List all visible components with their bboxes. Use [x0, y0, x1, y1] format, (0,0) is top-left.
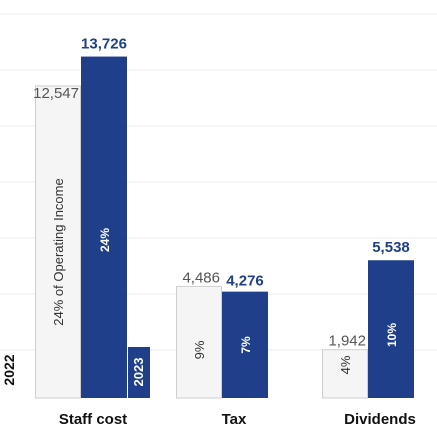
legend-year-2022: 2022 — [1, 354, 17, 385]
category-label-1: Tax — [222, 411, 247, 428]
value-label-2023-1: 4,276 — [226, 273, 264, 290]
value-label-2022-2: 1,942 — [328, 333, 366, 350]
value-label-2023-0: 13,726 — [81, 36, 127, 53]
category-label-0: Staff cost — [59, 411, 127, 428]
percent-label-2022-0: 24% of Operating Income — [51, 178, 66, 325]
bar-2022-1 — [176, 285, 222, 399]
bars — [35, 56, 414, 399]
legend-year-2023: 2023 — [131, 358, 146, 387]
value-label-2023-2: 5,538 — [372, 239, 410, 256]
legend-year-box-2023 — [128, 347, 150, 398]
labels: 12,547 13,726 Staff cost 24% of Operating I… — [1, 36, 416, 428]
bar-2023-0 — [81, 56, 127, 399]
percent-label-2023-1: 7% — [239, 336, 253, 354]
percent-label-2022-1: 9% — [192, 340, 207, 359]
percent-label-2023-0: 24% — [98, 228, 112, 252]
percent-label-2022-2: 4% — [338, 355, 353, 374]
bar-2022-0 — [35, 85, 81, 399]
bar-2023-2 — [368, 260, 414, 398]
value-label-2022-0: 12,547 — [33, 85, 79, 102]
value-label-2022-1: 4,486 — [182, 269, 220, 286]
bar-2022-2 — [322, 349, 368, 399]
bar-2023-1 — [222, 291, 268, 398]
percent-label-2023-2: 10% — [385, 323, 399, 347]
category-label-2: Dividends — [344, 411, 416, 428]
